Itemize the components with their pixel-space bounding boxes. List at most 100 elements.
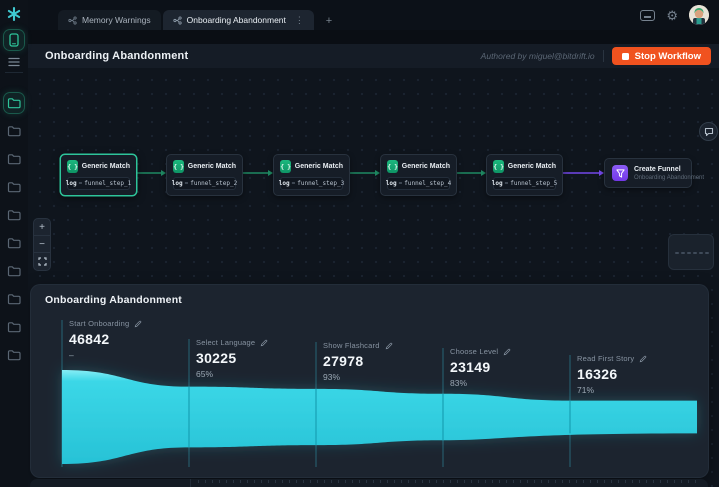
ruler-tick [233,480,234,483]
stop-icon [621,52,629,60]
ruler-tick [373,480,374,483]
folder-icon [7,294,21,305]
ruler-tick [338,480,339,483]
funnel-step-2: Select Language 30225 65% [196,338,268,379]
ruler-tick [541,480,542,483]
ruler-tick [548,480,549,483]
folder-item-1[interactable] [4,121,24,141]
node-create-funnel[interactable]: Create Funnel Onboarding Abandonment [604,158,704,188]
stop-workflow-button[interactable]: Stop Workflow [611,47,711,65]
edit-pencil-icon[interactable] [639,355,647,363]
tab-onboarding-abandonment[interactable]: Onboarding Abandonment ⋮ [162,10,314,30]
folder-item-4[interactable] [4,205,24,225]
folder-icon [7,154,21,165]
tab-menu-icon[interactable]: ⋮ [294,14,304,25]
node-generic-match-5[interactable]: { } Generic Match log = funnel_step_5 [486,154,563,196]
step-value: 27978 [323,353,364,369]
step-name: Start Onboarding [69,319,130,328]
header-separator [602,50,604,62]
fit-view-button[interactable] [34,253,50,270]
folder-item-6[interactable] [4,261,24,281]
new-tab-button[interactable]: + [325,15,333,27]
ruler-tick [254,480,255,483]
ruler-tick [590,480,591,483]
ruler-tick [513,480,514,483]
ruler-tick [555,480,556,483]
app-logo-icon[interactable] [6,6,22,22]
ruler-tick [380,480,381,483]
folder-item-5[interactable] [4,233,24,253]
node-filter-pill: log = funnel_step_1 [66,177,131,190]
node-filter-pill: log = funnel_step_3 [279,177,344,190]
ruler-tick [681,480,682,483]
edit-pencil-icon[interactable] [503,348,511,356]
braces-icon: { } [67,160,78,173]
user-avatar[interactable] [689,5,709,25]
ruler-tick [226,480,227,483]
settings-gear-icon[interactable]: ⚙ [666,7,678,23]
folder-icon [7,350,21,361]
funnel-step-3: Show Flashcard 27978 93% [323,341,393,382]
folder-item-8[interactable] [4,317,24,337]
ruler-tick [317,480,318,483]
keyboard-shortcuts-icon[interactable] [640,9,656,21]
edit-pencil-icon[interactable] [385,342,393,350]
folder-item-2[interactable] [4,149,24,169]
ruler-tick [408,480,409,483]
folder-icon [7,126,21,137]
folder-item-9[interactable] [4,345,24,365]
sidebar-item-device-sessions[interactable] [4,30,24,50]
folder-item-active[interactable] [4,93,24,113]
braces-icon: { } [173,160,184,173]
workflow-header: Onboarding Abandonment Authored by migue… [28,44,719,68]
funnel-icon [612,165,628,181]
node-title: Generic Match [507,163,556,170]
top-bar: Memory Warnings Onboarding Abandonment ⋮ +… [28,0,719,30]
left-rail [0,0,28,487]
step-value: 30225 [196,350,237,366]
tab-label: Onboarding Abandonment [186,15,286,25]
ruler-tick [492,480,493,483]
rail-divider [5,72,23,73]
next-panel-edge [30,479,708,487]
panel-column-divider [190,479,191,487]
workflow-icon [173,15,182,25]
funnel-step-5: Read First Story 16326 71% [577,354,647,395]
edit-pencil-icon[interactable] [134,320,142,328]
minimap-node-dash [681,252,685,254]
node-generic-match-2[interactable]: { } Generic Match log = funnel_step_2 [166,154,243,196]
canvas-minimap[interactable] [668,234,714,270]
ruler-tick [198,480,199,483]
node-generic-match-3[interactable]: { } Generic Match log = funnel_step_3 [273,154,350,196]
folder-icon [7,98,21,109]
node-title: Generic Match [401,163,450,170]
node-generic-match-4[interactable]: { } Generic Match log = funnel_step_4 [380,154,457,196]
folder-item-7[interactable] [4,289,24,309]
ruler-tick [639,480,640,483]
comments-button[interactable] [699,122,718,141]
folder-icon [7,210,21,221]
chat-bubble-icon [704,127,713,136]
funnel-step-1: Start Onboarding 46842 – [69,319,142,360]
ruler-tick [604,480,605,483]
folder-icon [7,322,21,333]
funnel-step-4: Choose Level 23149 83% [450,347,511,388]
zoom-out-button[interactable]: − [34,236,50,253]
folder-item-3[interactable] [4,177,24,197]
node-title: Generic Match [187,163,236,170]
ruler-tick [324,480,325,483]
ruler-tick [478,480,479,483]
ruler-tick [275,480,276,483]
braces-icon: { } [493,160,504,173]
edit-pencil-icon[interactable] [260,339,268,347]
ruler-tick [205,480,206,483]
ruler-tick [331,480,332,483]
ruler-tick [240,480,241,483]
braces-icon: { } [387,160,398,173]
node-generic-match-1[interactable]: { } Generic Match log = funnel_step_1 [60,154,137,196]
step-name: Select Language [196,338,256,347]
zoom-in-button[interactable]: + [34,219,50,236]
tab-label: Memory Warnings [82,15,151,25]
tab-memory-warnings[interactable]: Memory Warnings [58,10,161,30]
sidebar-item-list-view[interactable] [4,52,24,72]
